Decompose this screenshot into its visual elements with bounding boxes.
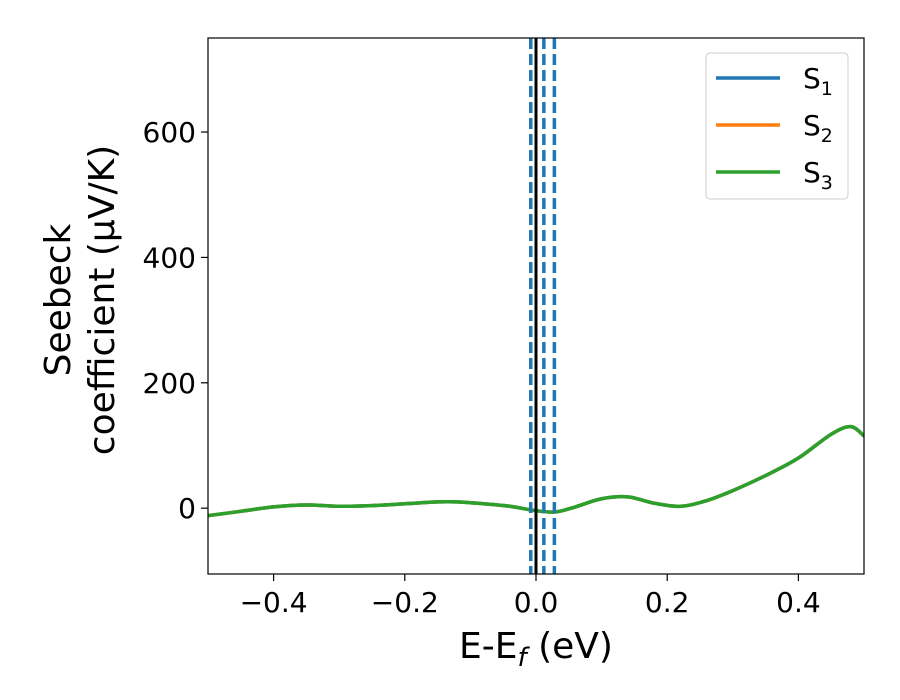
x-axis-label: E-Ef (eV) [459,626,613,673]
y-axis-label-line2: coefficient (μV/K) [82,145,123,455]
y-tick-label: 600 [143,116,196,149]
y-axis: 0 200 400 600 [143,116,208,525]
y-axis-label-line1: Seebeck [38,223,79,376]
x-tick-label: 0.4 [776,586,821,619]
x-axis-label-main: E-E [459,626,517,667]
y-tick-label: 0 [178,492,196,525]
legend: S1 S2 S3 [705,52,849,200]
plot-area [208,38,864,574]
x-tick-label: 0.2 [645,586,690,619]
x-axis: −0.4 −0.2 0.0 0.2 0.4 [240,574,821,619]
y-tick-label: 200 [143,367,196,400]
x-tick-label: 0.0 [514,586,559,619]
legend-label: S1 [803,62,833,100]
x-axis-label-unit: (eV) [527,626,613,667]
y-tick-label: 400 [143,241,196,274]
x-tick-label: −0.4 [240,586,308,619]
legend-label: S2 [803,109,833,147]
x-tick-label: −0.2 [371,586,439,619]
legend-label: S3 [803,156,833,194]
